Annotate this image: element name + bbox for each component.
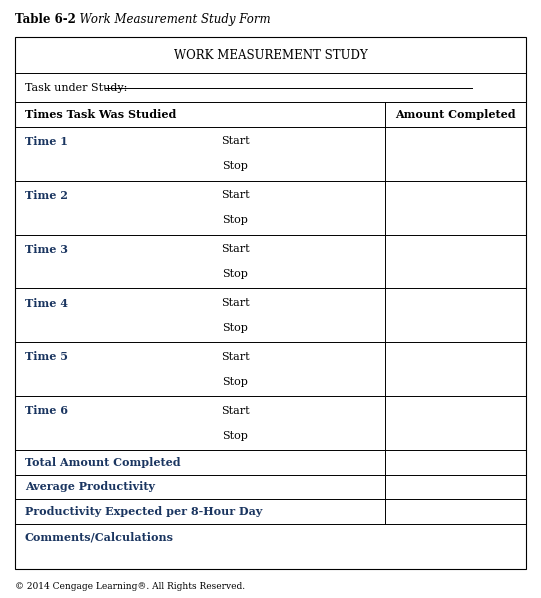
Text: Stop: Stop [222,161,248,171]
Text: Stop: Stop [222,215,248,225]
Text: Time 3: Time 3 [25,243,68,255]
Text: Time 1: Time 1 [25,136,68,147]
Text: Stop: Stop [222,431,248,441]
Text: Times Task Was Studied: Times Task Was Studied [25,109,176,120]
Text: © 2014 Cengage Learning®. All Rights Reserved.: © 2014 Cengage Learning®. All Rights Res… [15,582,245,591]
Text: Time 5: Time 5 [25,352,68,362]
Text: Stop: Stop [222,269,248,279]
Text: Total Amount Completed: Total Amount Completed [25,457,181,468]
Text: Comments/Calculations: Comments/Calculations [25,532,174,543]
Text: WORK MEASUREMENT STUDY: WORK MEASUREMENT STUDY [174,48,367,62]
Text: Average Productivity: Average Productivity [25,481,155,492]
Text: Task under Study:: Task under Study: [25,83,134,93]
Text: Start: Start [221,244,249,254]
Text: Start: Start [221,406,249,416]
Text: Stop: Stop [222,323,248,333]
Text: Start: Start [221,136,249,147]
Text: Time 2: Time 2 [25,190,68,201]
Text: Work Measurement Study Form: Work Measurement Study Form [72,13,270,26]
Bar [15,37,526,569]
Text: Start: Start [221,190,249,200]
Text: Start: Start [221,298,249,308]
Text: Stop: Stop [222,377,248,387]
Text: Time 4: Time 4 [25,298,68,309]
Text: Amount Completed: Amount Completed [395,109,516,120]
Text: Productivity Expected per 8-Hour Day: Productivity Expected per 8-Hour Day [25,506,262,517]
Text: Time 6: Time 6 [25,405,68,416]
Text: Table 6-2: Table 6-2 [15,13,76,26]
Text: Start: Start [221,352,249,362]
